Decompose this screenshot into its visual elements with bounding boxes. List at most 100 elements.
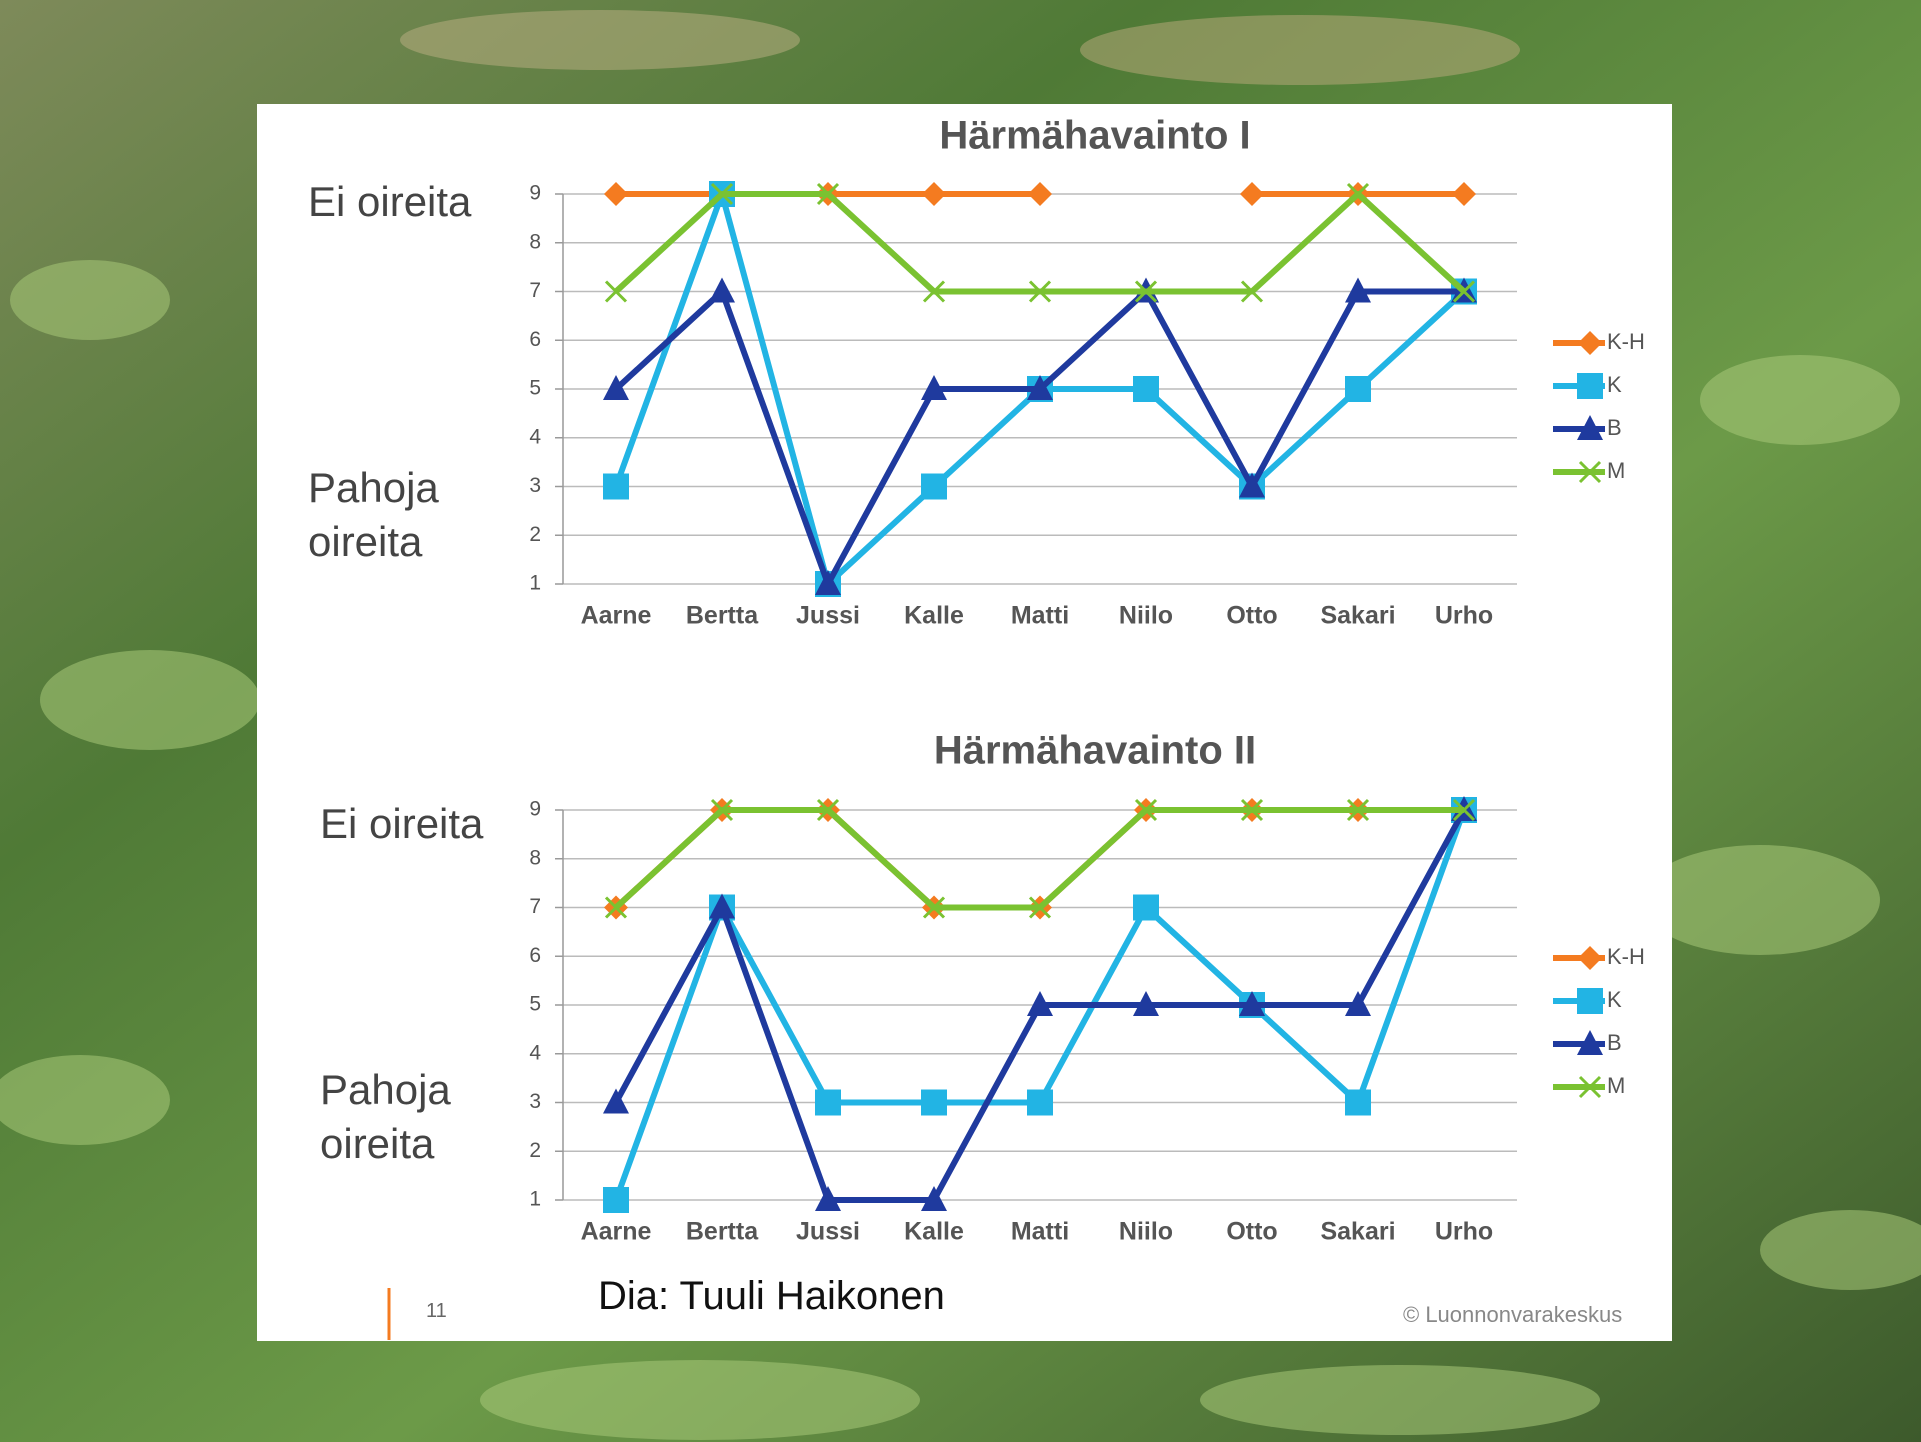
legend-label: K [1607,372,1622,397]
y-tick-label: 7 [529,279,541,302]
marker [921,375,947,400]
legend-marker [1577,415,1603,440]
y-tick-label: 8 [529,846,541,869]
y-tick-label: 9 [529,182,541,205]
marker [710,182,734,206]
x-tick-label: Otto [1226,602,1277,630]
marker [921,473,947,500]
marker [1133,376,1159,402]
y-tick-label: 5 [529,377,541,400]
marker [604,896,628,919]
chart-title: Härmähavainto II [934,729,1256,773]
x-tick-label: Sakari [1320,602,1395,630]
annotation: Pahoja oireita [320,1066,451,1167]
marker [1027,375,1053,400]
annotation: Ei oireita [308,178,472,225]
legend-label: K-H [1607,329,1645,354]
x-tick-label: Bertta [686,1218,759,1246]
x-tick-label: Niilo [1119,602,1173,630]
marker [1028,182,1052,206]
x-tick-label: Matti [1011,602,1069,630]
y-tick-label: 2 [529,523,541,546]
x-tick-label: Kalle [904,1218,964,1246]
x-tick-label: Sakari [1320,1218,1395,1246]
legend-marker [1578,946,1602,970]
marker [815,570,841,595]
y-tick-label: 7 [529,895,541,918]
y-tick-label: 3 [529,474,541,497]
page-number: 11 [426,1300,447,1322]
marker [603,473,629,500]
marker [603,375,629,400]
legend-marker [1578,460,1602,484]
marker [1240,182,1264,206]
marker [1133,991,1159,1016]
x-tick-label: Jussi [796,602,860,630]
y-tick-label: 1 [529,572,541,595]
legend-marker [1577,1030,1603,1055]
legend-label: K-H [1607,944,1645,969]
y-tick-label: 1 [529,1188,541,1211]
marker [1345,1089,1371,1116]
marker [1452,280,1476,303]
x-tick-label: Otto [1226,1218,1277,1246]
marker [815,1186,841,1211]
credit: Dia: Tuuli Haikonen [598,1274,945,1318]
marker [709,893,735,919]
y-tick-label: 4 [529,425,541,448]
y-tick-label: 3 [529,1090,541,1113]
x-tick-label: Urho [1435,1218,1493,1246]
x-tick-label: Urho [1435,602,1493,630]
y-tick-label: 9 [529,798,541,821]
legend-label: B [1607,415,1622,440]
marker [1452,182,1476,206]
x-tick-label: Jussi [796,1218,860,1246]
y-tick-label: 5 [529,993,541,1016]
foliage [0,10,1921,1440]
marker [1452,798,1476,822]
marker [1028,896,1052,919]
marker [1027,991,1053,1016]
legend-label: M [1607,458,1625,483]
annotation: Pahoja oireita [308,464,439,565]
marker [603,1187,629,1213]
slide [257,104,1672,1341]
marker [604,280,628,303]
marker [922,182,946,206]
y-tick-label: 6 [529,944,541,967]
legend-marker [1577,373,1603,399]
marker [604,182,628,206]
marker [1134,798,1158,822]
marker [816,182,840,206]
x-tick-label: Kalle [904,602,964,630]
y-tick-label: 8 [529,230,541,253]
marker [1345,277,1371,303]
marker [710,798,734,822]
y-tick-label: 2 [529,1139,541,1162]
y-tick-label: 6 [529,328,541,351]
marker [1240,798,1264,822]
marker [1240,280,1264,303]
marker [1239,472,1265,498]
marker [1133,894,1159,921]
marker [1345,376,1371,402]
marker [1027,1089,1053,1116]
legend-label: M [1607,1073,1625,1098]
marker [921,1089,947,1116]
legend-marker [1578,331,1602,355]
x-tick-label: Niilo [1119,1218,1173,1246]
marker [815,1089,841,1116]
chart-title: Härmähavainto I [939,114,1250,158]
legend-marker [1577,988,1603,1014]
marker [922,280,946,303]
marker [1134,280,1158,303]
legend-marker [1578,1075,1602,1099]
marker [709,277,735,303]
x-tick-label: Aarne [581,602,652,630]
marker [1346,798,1370,822]
marker [603,1088,629,1114]
marker [1346,182,1370,206]
copyright: © Luonnonvarakeskus [1403,1302,1623,1327]
